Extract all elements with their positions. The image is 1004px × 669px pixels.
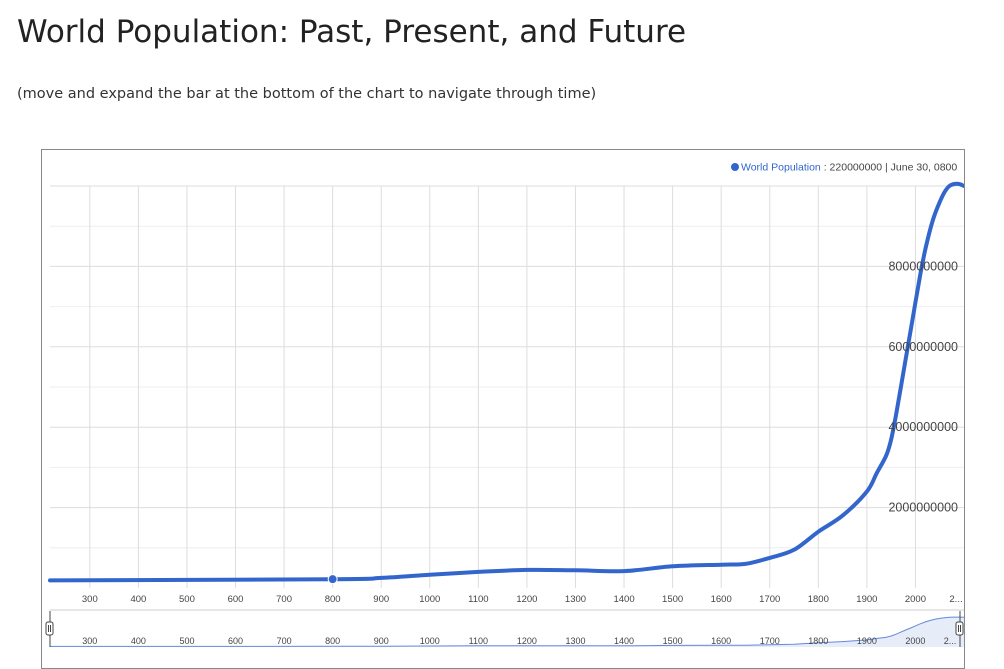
x-tick-label: 700 [276, 594, 292, 605]
x-tick-label: 1500 [662, 594, 683, 605]
left-handle-grip[interactable] [45, 621, 54, 636]
y-tick-label: 2000000000 [888, 501, 958, 515]
x-axis-ticks: 300 400 500 600 700 800 900 1000 1100 1200 1300 140… [82, 594, 963, 605]
grid-lines [50, 185, 964, 588]
legend-text: World Population : 220000000 | June 30, … [741, 162, 957, 174]
navigator-tick-label: 500 [179, 636, 194, 646]
x-tick-label: 500 [179, 594, 195, 605]
x-tick-label: 600 [228, 594, 244, 605]
x-tick-label: 300 [82, 594, 98, 605]
x-tick-label: 1000 [419, 594, 440, 605]
navigator-right-handle[interactable] [955, 611, 964, 647]
y-tick-label: 6000000000 [888, 340, 958, 354]
x-tick-label: 900 [373, 594, 389, 605]
navigator-tick-label: 1800 [808, 636, 828, 646]
navigator-tick-label: 1600 [711, 636, 731, 646]
x-tick-label: 1200 [516, 594, 537, 605]
legend-value: 220000000 [830, 162, 883, 174]
x-tick-label: 400 [130, 594, 146, 605]
x-tick-label: 2... [949, 594, 962, 605]
x-tick-label: 1700 [759, 594, 780, 605]
x-tick-label: 1800 [808, 594, 829, 605]
navigator-tick-label: 1900 [857, 636, 877, 646]
y-tick-label: 8000000000 [888, 259, 958, 273]
series-line-world-population[interactable] [48, 181, 964, 583]
navigator-tick-label: 700 [277, 636, 292, 646]
x-tick-label: 1100 [468, 594, 488, 605]
navigator-ticks: 300 400 500 600 700 800 900 1000 1100 1200 1300 140… [82, 636, 956, 646]
x-tick-label: 1400 [613, 594, 634, 605]
legend-date: June 30, 0800 [891, 162, 958, 174]
legend-separator: : [821, 162, 830, 174]
navigator-tick-label: 1300 [565, 636, 585, 646]
population-chart[interactable]: 300 400 500 600 700 800 900 1000 1100 1200 1300 140… [42, 150, 965, 669]
navigator-area [50, 617, 964, 647]
navigator-tick-label: 1400 [614, 636, 634, 646]
navigator-tick-label: 1700 [760, 636, 780, 646]
right-handle-grip[interactable] [955, 621, 964, 636]
page-title: World Population: Past, Present, and Fut… [17, 14, 687, 50]
y-tick-label: 4000000000 [888, 420, 958, 434]
x-tick-label: 1900 [856, 594, 877, 605]
legend-date-prefix: | [882, 162, 891, 174]
navigator-tick-label: 1200 [517, 636, 537, 646]
legend-series-name: World Population [741, 162, 821, 174]
x-tick-label: 1600 [711, 594, 732, 605]
navigator-tick-label: 1000 [420, 636, 440, 646]
x-tick-label: 1300 [565, 594, 586, 605]
navigator-tick-label: 1500 [663, 636, 683, 646]
navigator-background[interactable] [50, 610, 964, 654]
highlighted-data-point[interactable] [327, 574, 338, 585]
navigator-tick-label: 600 [228, 636, 243, 646]
chart-container[interactable]: 300 400 500 600 700 800 900 1000 1100 1200 1300 140… [41, 149, 965, 669]
navigator-tick-label: 300 [82, 636, 97, 646]
navigator-tick-label: 1100 [469, 636, 488, 646]
legend: World Population : 220000000 | June 30, … [731, 162, 957, 174]
navigator-line [49, 616, 964, 647]
navigator-tick-label: 2000 [905, 636, 925, 646]
series-layer [48, 181, 964, 585]
navigator-tick-label: 800 [325, 636, 340, 646]
range-navigator[interactable]: 300 400 500 600 700 800 900 1000 1100 1200 1300 140… [45, 609, 964, 654]
x-tick-label: 800 [325, 594, 341, 605]
navigator-tick-label: 900 [374, 636, 389, 646]
page-subtitle: (move and expand the bar at the bottom o… [17, 86, 597, 102]
y-axis-ticks: 2000000000 4000000000 6000000000 8000000000 [888, 259, 958, 514]
navigator-tick-label: 2... [944, 636, 957, 646]
x-tick-label: 2000 [905, 594, 926, 605]
navigator-tick-label: 400 [131, 636, 146, 646]
navigator-left-handle[interactable] [45, 611, 54, 647]
legend-marker [731, 163, 739, 171]
